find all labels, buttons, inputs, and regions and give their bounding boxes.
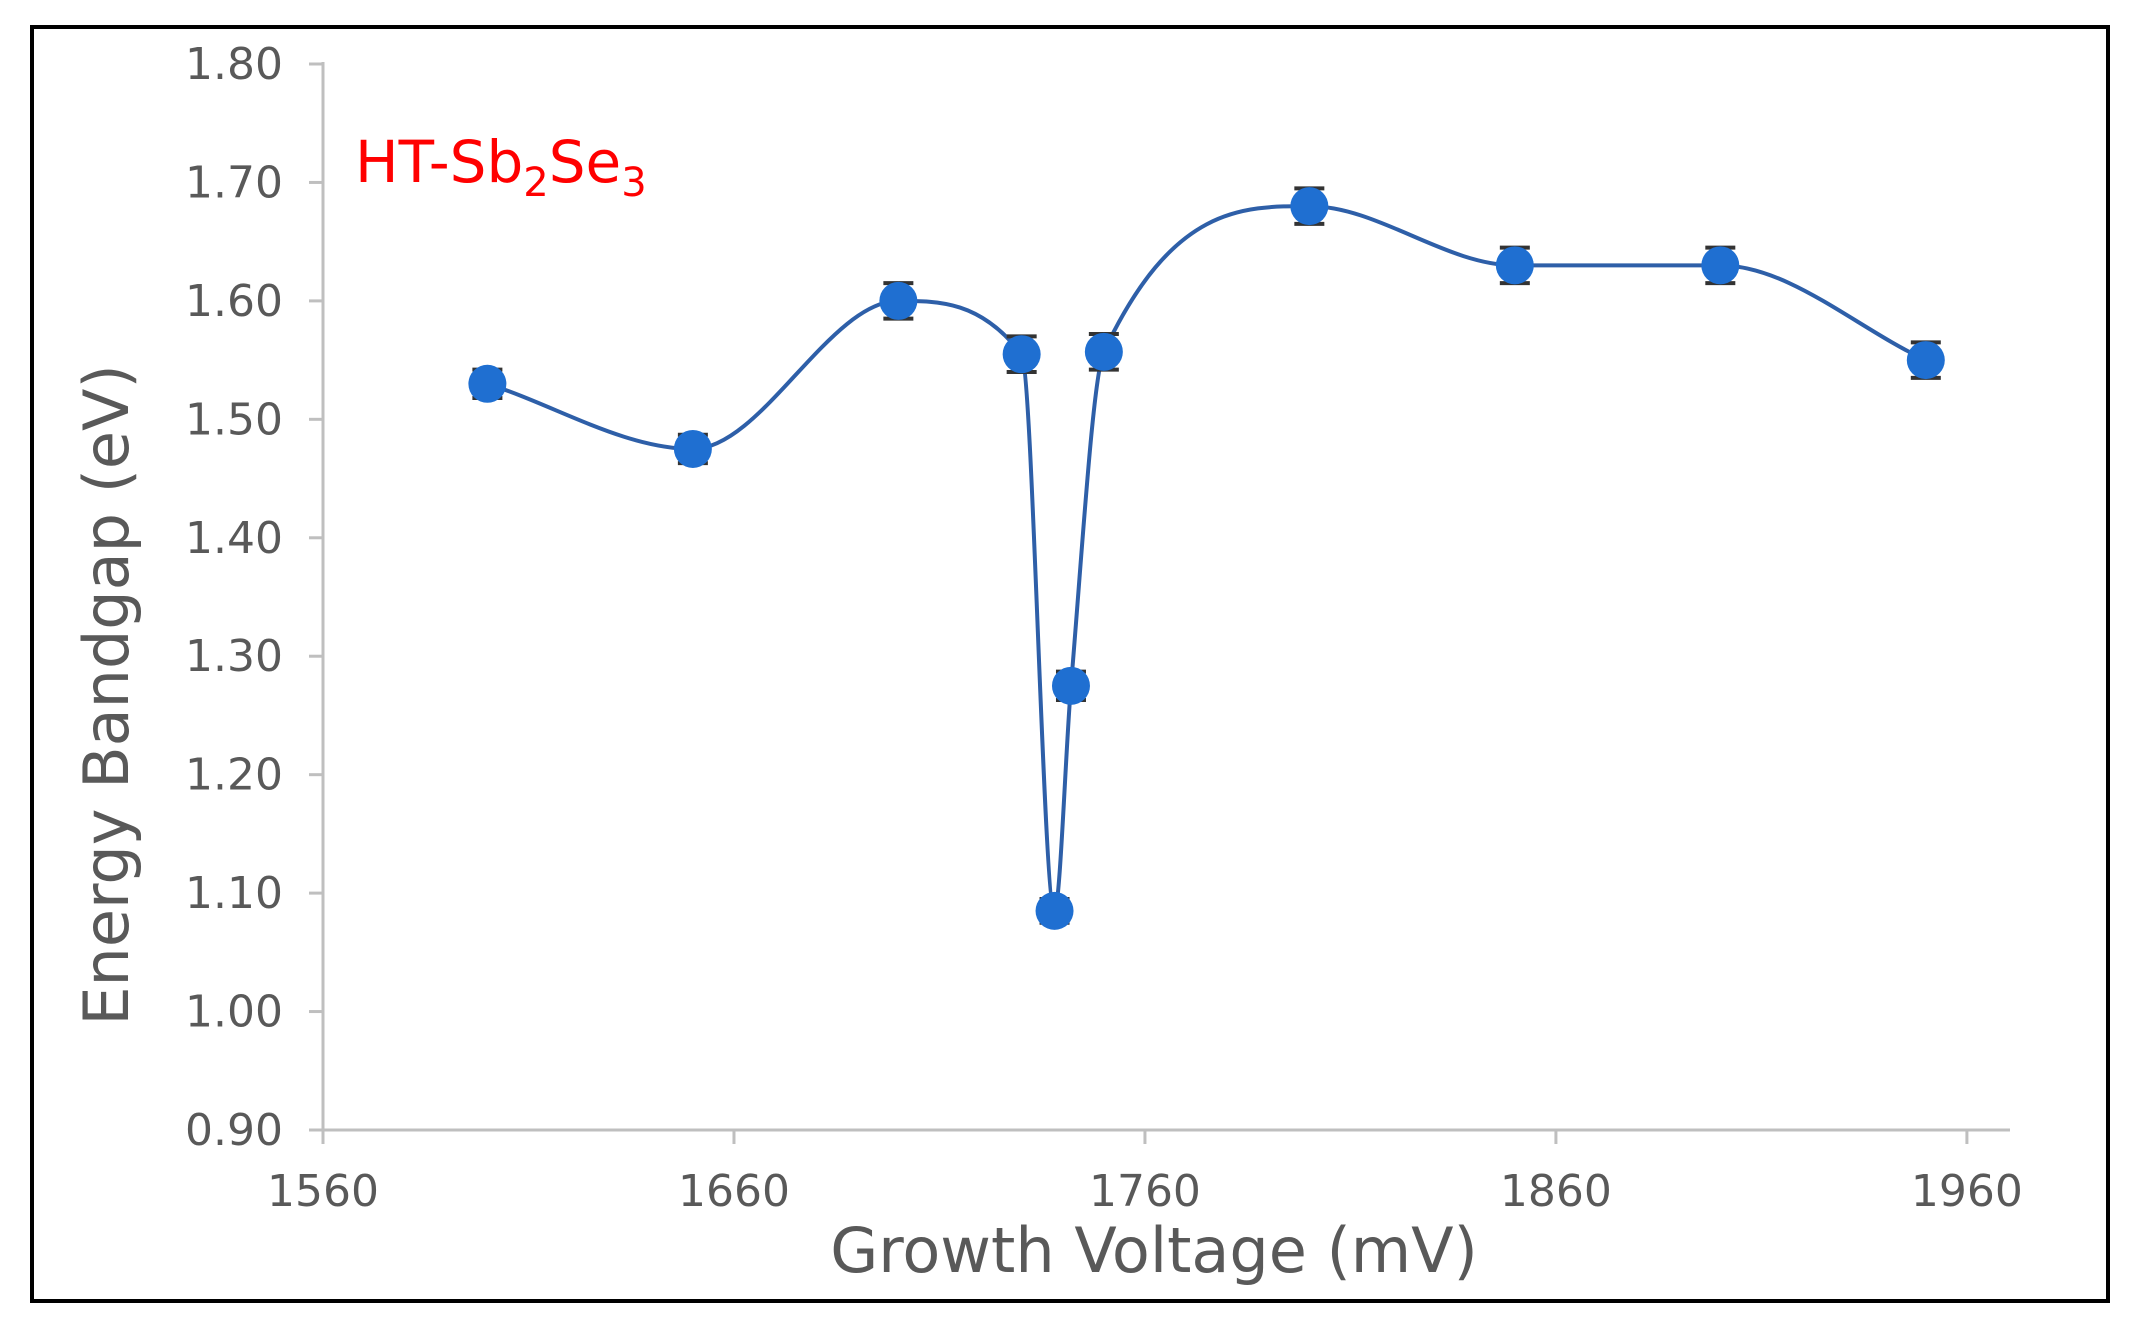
y-axis-ticks: 0.90 1.00 1.10 1.20 1.30 1.40 1.50 1.60 1.70 1.80	[185, 39, 323, 1156]
x-tick-label: 1860	[1500, 1166, 1612, 1217]
x-tick-label: 1960	[1911, 1166, 2023, 1217]
x-tick-label: 1660	[678, 1166, 790, 1217]
y-tick-label: 1.30	[185, 631, 283, 682]
y-tick-label: 1.10	[185, 868, 283, 919]
data-point	[1906, 341, 1945, 380]
data-point	[1495, 246, 1534, 285]
y-tick-label: 1.40	[185, 513, 283, 564]
data-point	[1701, 246, 1740, 285]
x-tick-label: 1560	[267, 1166, 379, 1217]
series-layer	[468, 186, 1945, 930]
x-axis-ticks: 1560 1660 1760 1860 1960	[267, 1130, 2023, 1217]
x-tick-label: 1760	[1089, 1166, 1201, 1217]
data-point	[1290, 187, 1329, 226]
y-tick-label: 1.70	[185, 157, 283, 208]
data-point	[1084, 332, 1123, 371]
y-axis-title: Energy Bandgap (eV)	[70, 364, 143, 1025]
data-point	[673, 429, 712, 468]
figure-frame	[30, 25, 2110, 1303]
y-tick-label: 0.90	[185, 1105, 283, 1156]
y-tick-label: 1.80	[185, 39, 283, 90]
y-tick-label: 1.20	[185, 750, 283, 801]
y-tick-label: 1.60	[185, 276, 283, 327]
series-annotation: HT-Sb2Se3	[355, 128, 647, 206]
y-tick-label: 1.00	[185, 987, 283, 1038]
data-point	[468, 364, 507, 403]
axes	[321, 62, 2010, 1132]
series-line	[486, 204, 1927, 913]
y-tick-label: 1.50	[185, 394, 283, 445]
data-point	[1051, 666, 1090, 705]
data-point	[1035, 891, 1074, 930]
data-point	[1002, 335, 1041, 374]
data-point	[879, 281, 918, 320]
x-axis-title: Growth Voltage (mV)	[830, 1214, 1478, 1287]
